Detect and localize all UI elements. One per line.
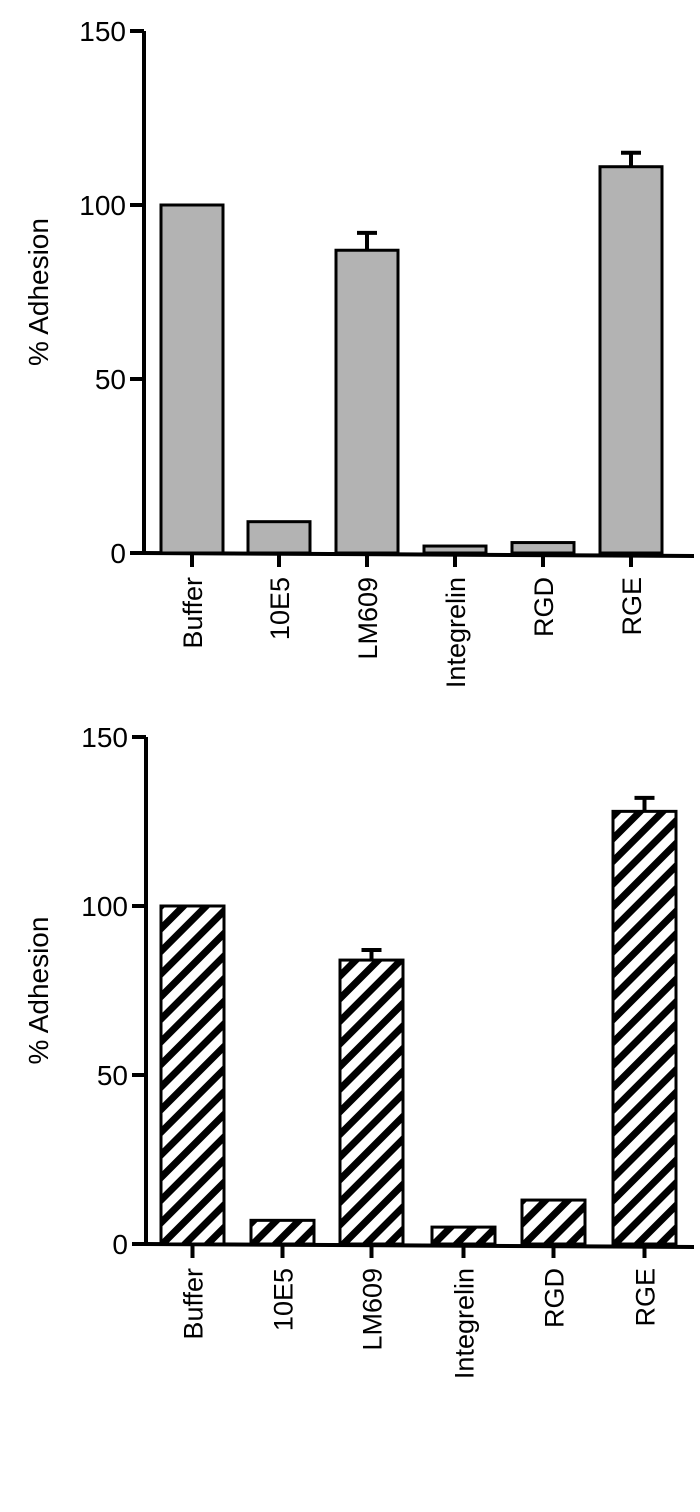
y-axis-label: % Adhesion xyxy=(23,218,54,366)
y-tick-label: 100 xyxy=(81,891,128,922)
bar-buffer xyxy=(159,203,225,555)
y-tick-label: 0 xyxy=(112,1229,128,1260)
x-tick-label-buffer: Buffer xyxy=(179,1268,209,1340)
x-tick-label-rge: RGE xyxy=(617,577,647,636)
bar-buffer xyxy=(159,904,226,1246)
y-tick-label: 100 xyxy=(79,190,126,221)
x-tick-label-rgd: RGD xyxy=(529,577,559,637)
x-tick-label-rge: RGE xyxy=(631,1268,661,1327)
bar-10e5 xyxy=(249,1218,316,1246)
x-tick-label-lm609: LM609 xyxy=(353,577,383,660)
bar-rge xyxy=(598,165,664,555)
y-axis-label: % Adhesion xyxy=(23,917,54,1065)
bar-rgd xyxy=(510,541,576,555)
x-tick-label-lm609: LM609 xyxy=(358,1268,388,1351)
y-tick-label: 50 xyxy=(95,364,126,395)
y-tick-label: 150 xyxy=(79,16,126,47)
y-tick-label: 50 xyxy=(97,1060,128,1091)
x-tick-label-integrelin: Integrelin xyxy=(450,1268,480,1379)
x-tick-label-buffer: Buffer xyxy=(178,577,208,649)
bar-10e5 xyxy=(246,520,312,555)
x-tick-label-rgd: RGD xyxy=(540,1268,570,1328)
x-tick-label-integrelin: Integrelin xyxy=(441,577,471,688)
bar-lm609 xyxy=(338,958,405,1246)
x-axis-line xyxy=(141,551,695,558)
x-tick-label-10e5: 10E5 xyxy=(269,1268,299,1331)
adhesion-chart-gray: 0 50 100 150 % Adhesion Buffer 10E5 LM609 Integr… xyxy=(0,0,700,700)
chart-canvas-bottom: 0 50 100 150 % Adhesion Buffer 10E5 LM609 Integr… xyxy=(23,722,695,1379)
y-tick-label: 0 xyxy=(110,538,126,569)
x-axis-line xyxy=(143,1242,695,1249)
bar-lm609 xyxy=(334,248,400,555)
bar-integrelin xyxy=(430,1225,497,1246)
chart-canvas-top: 0 50 100 150 % Adhesion Buffer 10E5 LM609 Integr… xyxy=(23,16,695,688)
bar-rge xyxy=(611,809,678,1246)
bar-integrelin xyxy=(422,544,488,555)
y-tick-label: 150 xyxy=(81,722,128,753)
bar-rgd xyxy=(520,1198,587,1246)
x-tick-label-10e5: 10E5 xyxy=(265,577,295,640)
adhesion-chart-hatched: 0 50 100 150 % Adhesion Buffer 10E5 LM609 Integr… xyxy=(0,700,700,1400)
